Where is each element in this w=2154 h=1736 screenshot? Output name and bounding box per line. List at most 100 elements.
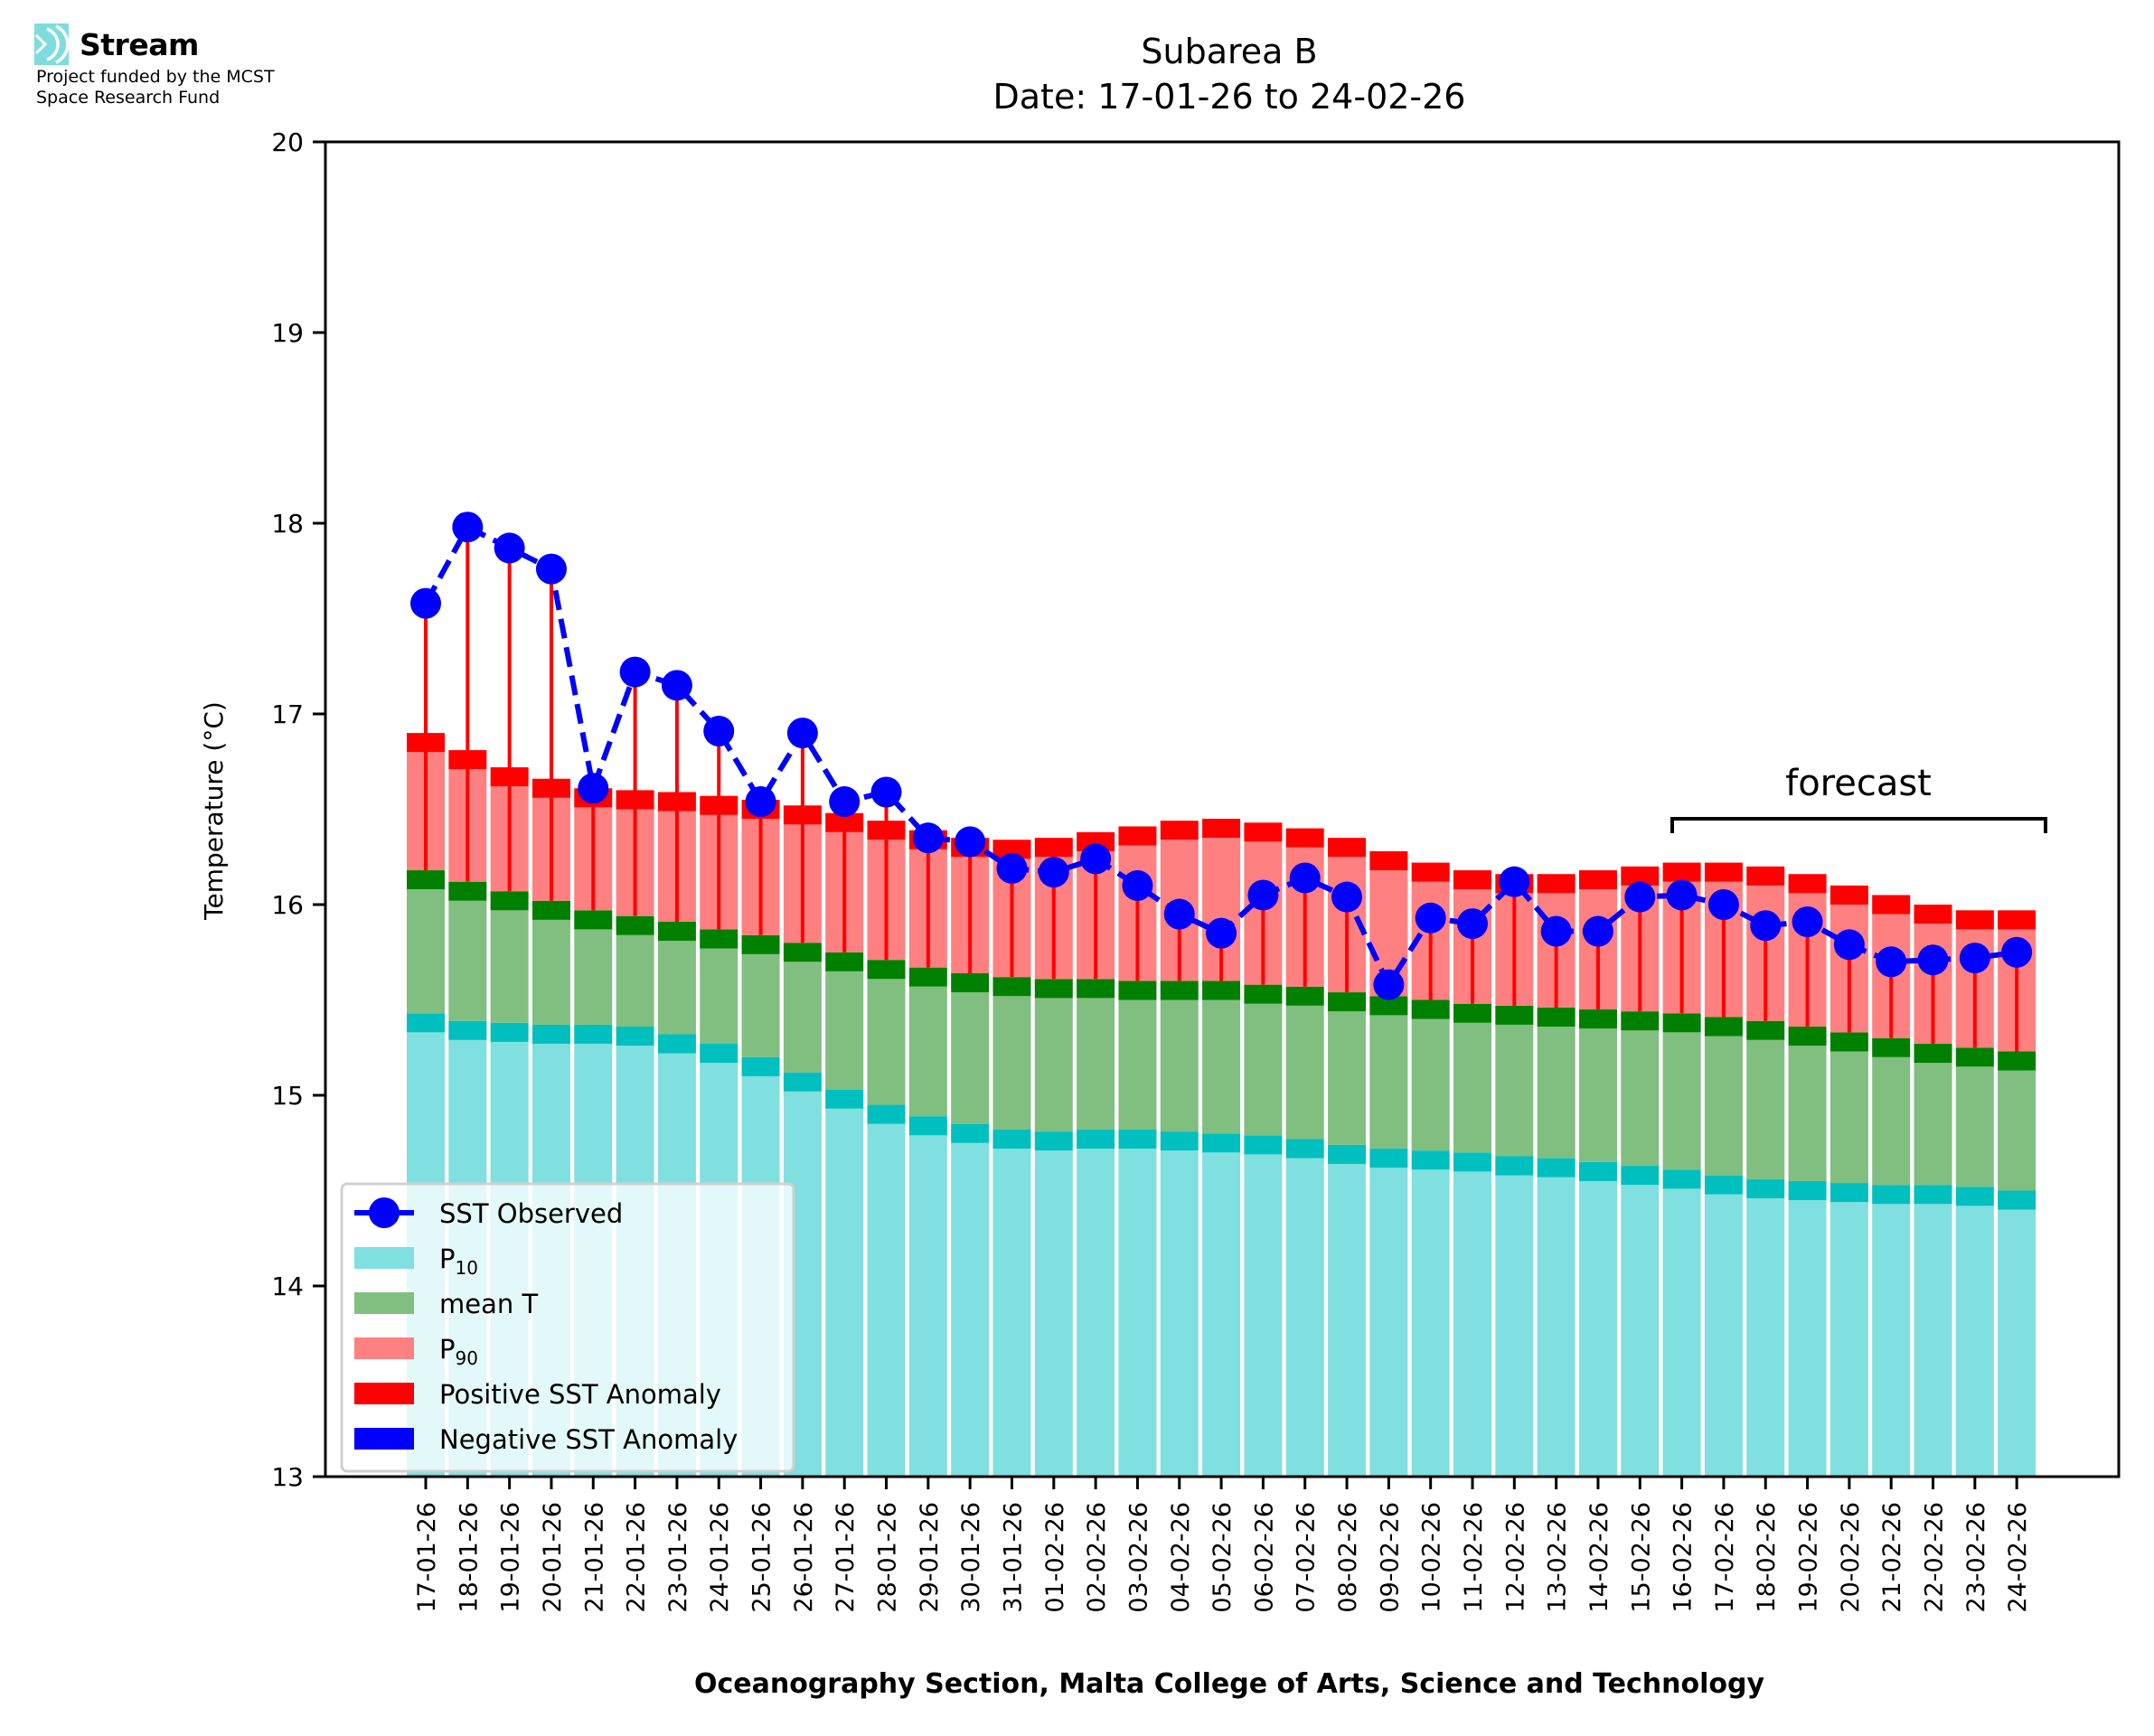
bar-mean-edge [448,881,487,901]
bar-mean [1034,998,1073,1132]
bar-p10 [1788,1200,1827,1477]
bar-p90-edge [1914,905,1952,924]
sst-point [1624,881,1656,913]
bar-p10-edge [1411,1150,1450,1170]
legend-box [340,1182,795,1473]
sst-point [619,656,651,688]
sst-point [452,511,484,543]
x-tick-label: 23-01-26 [664,1502,692,1613]
bar-mean-edge [616,915,654,935]
sst-point [1833,929,1865,961]
sst-point [1038,857,1069,888]
bar-mean-edge [1955,1047,1994,1067]
bar-p10 [1285,1158,1324,1477]
x-tick-label: 18-02-26 [1753,1502,1781,1613]
bar-mean [1537,1027,1576,1159]
bar-mean-edge [1244,984,1283,1004]
bar-p10-edge [1872,1185,1911,1205]
y-tick-label: 15 [271,1081,304,1111]
x-tick-label: 19-02-26 [1795,1502,1823,1613]
bar-p90-edge [1704,862,1743,882]
sst-point [786,718,818,749]
bar-mean [1872,1056,1911,1186]
bar-p10-edge [490,1022,529,1042]
sst-line-layer [410,511,2033,1000]
bar-p10-edge [1244,1135,1283,1155]
bar-p10-edge [1662,1169,1701,1189]
x-tick-label: 15-02-26 [1627,1502,1655,1613]
bar-mean [1788,1046,1827,1181]
bar-mean-edge [1829,1032,1868,1052]
bar-mean-edge [1998,1051,2036,1071]
bar-p10-edge [1955,1187,1994,1206]
bar-p10-edge [1369,1149,1408,1168]
bar-p10 [1955,1206,1994,1477]
legend-sst-swatch-marker [369,1197,400,1228]
x-tick-label: 31-01-26 [999,1502,1027,1613]
bar-mean-edge [1328,992,1367,1012]
y-tick-label: 20 [271,127,304,157]
bar-p10-edge [1621,1166,1660,1186]
bar-p10 [1537,1177,1576,1477]
legend-label-negative_anomaly: Negative SST Anomaly [439,1424,738,1455]
bar-mean-edge [1746,1020,1785,1040]
sst-point [494,532,525,564]
bar-p10-edge [741,1056,780,1076]
legend-swatch-p10 [354,1247,414,1269]
legend-label-subscript: 10 [456,1257,478,1279]
bar-p10-edge [1746,1178,1785,1198]
y-tick-label: 19 [271,318,304,348]
bar-mean-edge [1202,981,1241,1000]
bar-mean-edge [531,900,570,920]
y-tick-label: 17 [271,699,304,729]
bar-mean-edge [1369,996,1408,1016]
bar-p10-edge [1495,1156,1534,1176]
legend-label-subscript: 90 [456,1347,478,1369]
x-tick-label: 22-01-26 [623,1502,651,1613]
bar-p10-edge [1914,1185,1952,1205]
sst-point [1959,943,1990,974]
bar-p10 [1704,1194,1743,1477]
sst-point [1792,906,1823,937]
legend-label-mean: mean T [439,1289,538,1319]
bar-mean [700,948,738,1045]
bar-p90-edge [1829,885,1868,905]
y-tick-label: 18 [271,509,304,539]
sst-point [410,587,441,619]
y-tick-label: 13 [271,1462,304,1492]
bar-p10 [867,1123,906,1477]
bar-p90-edge [1537,874,1576,894]
bar-p10-edge [1285,1139,1324,1159]
x-tick-label: 24-01-26 [706,1502,734,1613]
sst-point [1499,866,1530,897]
bar-p10 [1034,1150,1073,1477]
bar-mean-edge [1034,979,1073,999]
x-tick-label: 01-02-26 [1041,1502,1069,1613]
bar-mean-edge [407,870,445,890]
bar-p10 [1829,1202,1868,1477]
bar-mean [992,996,1031,1130]
bar-p10-edge [867,1104,906,1124]
bar-mean-edge [992,977,1031,997]
bar-mean [616,934,654,1028]
x-axis: 17-01-26 18-01-26 19-01-26 20-01-26 21-01-26… [413,1477,2032,1613]
bar-p10-edge [1998,1190,2036,1210]
x-tick-label: 29-01-26 [916,1502,944,1613]
bar-mean-edge [783,943,822,962]
bar-mean [783,962,822,1073]
bar-mean-edge [1537,1007,1576,1028]
legend-swatch-negative_anomaly [354,1428,414,1450]
sst-point [1707,889,1739,920]
bar-mean-edge [1788,1027,1827,1046]
bar-p10-edge [1537,1158,1576,1178]
x-tick-label: 30-01-26 [957,1502,985,1613]
bar-mean-edge [1621,1011,1660,1031]
bar-p90-edge [1285,828,1324,848]
x-tick-label: 16-02-26 [1670,1502,1698,1613]
x-tick-label: 20-01-26 [539,1502,567,1613]
legend-label-sst: SST Observed [439,1198,623,1229]
sst-point [745,786,776,818]
bar-p10-edge [992,1129,1031,1150]
